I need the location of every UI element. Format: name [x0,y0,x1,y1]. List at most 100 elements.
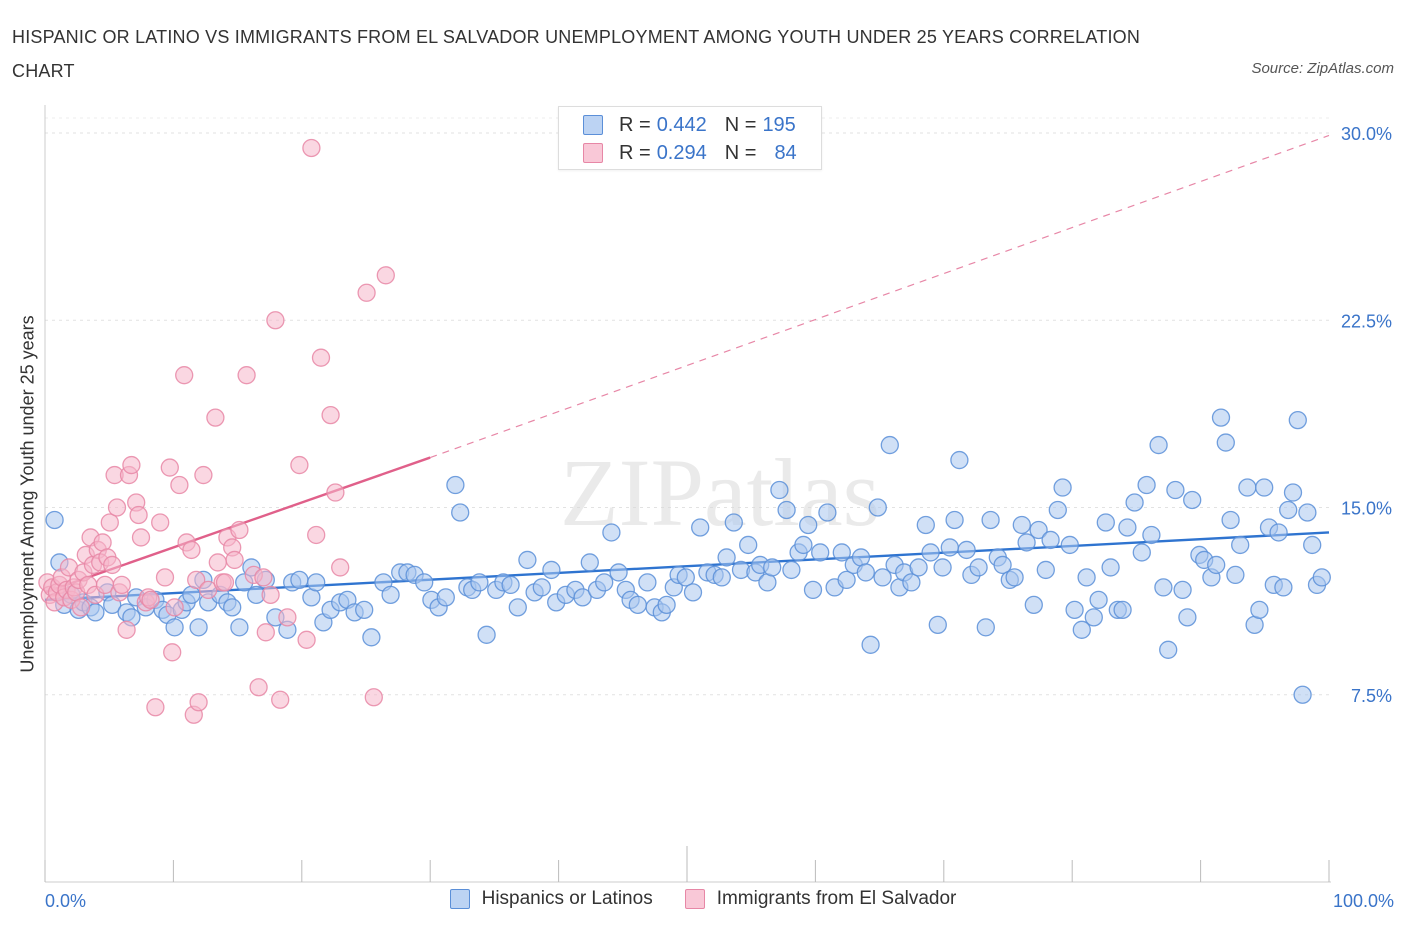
point-hispanic [861,635,880,654]
point-hispanic [763,558,782,577]
point-salvador [182,540,201,560]
point-hispanic [1288,410,1307,430]
point-hispanic [957,540,976,560]
point-salvador [266,311,285,330]
point-hispanic [1048,500,1067,520]
y-tick-label: 7.5% [1351,686,1392,706]
point-hispanic [602,523,621,542]
point-hispanic [691,518,710,537]
point-hispanic [230,618,249,637]
point-hispanic [470,573,489,592]
legend-box: R = 0.442 N = 195 R = 0.294 N = 84 [558,106,822,170]
point-salvador [100,513,119,532]
legend-label-hispanic: Hispanics or Latinos [481,888,653,909]
point-salvador [187,570,206,590]
point-salvador [206,408,225,427]
point-hispanic [794,535,813,555]
point-hispanic [739,535,758,555]
point-hispanic [1312,568,1331,587]
point-hispanic [880,435,899,455]
point-hispanic [477,625,496,644]
point-hispanic [1060,535,1079,555]
point-salvador [278,608,297,627]
point-hispanic [1226,565,1245,585]
point-hispanic [832,543,851,562]
legend-r-value: 0.294 [656,141,707,164]
point-salvador [131,528,151,547]
point-hispanic [1173,580,1192,600]
point-hispanic [508,598,527,617]
point-hispanic [981,510,1000,530]
point-hispanic [415,573,434,592]
point-salvador [189,693,208,712]
legend-swatch-blue [449,889,470,909]
point-hispanic [683,583,703,602]
point-salvador [170,475,189,495]
point-hispanic [945,510,964,530]
point-salvador [71,598,91,617]
y-tick-label: 30.0% [1341,124,1392,144]
x-tick-min: 0.0% [45,891,87,911]
point-hispanic [609,563,628,582]
y-tick-labels: 7.5% 15.0% 22.5% 30.0% [1341,124,1392,706]
point-hispanic [1293,685,1312,704]
point-hispanic [1065,600,1084,620]
point-hispanic [1029,520,1048,540]
point-hispanic [1072,620,1091,639]
point-salvador [302,138,321,158]
point-salvador [230,520,249,540]
point-hispanic [902,573,921,592]
point-hispanic [1183,490,1202,510]
legend-row-hispanic: R = 0.442 N = 195 [583,111,796,139]
point-hispanic [770,480,789,500]
point-salvador [112,575,131,595]
point-salvador [129,505,148,525]
point-hispanic [811,543,830,562]
point-salvador [122,455,141,475]
point-hispanic [1149,435,1168,455]
point-hispanic [362,628,381,647]
point-hispanic [676,568,695,587]
point-hispanic [657,595,676,615]
point-hispanic [1142,525,1161,545]
point-salvador [256,623,275,642]
point-hispanic [518,550,537,570]
point-hispanic [1132,543,1151,562]
point-hispanic [1077,568,1096,587]
point-hispanic [1279,500,1298,520]
chart-title: HISPANIC OR LATINO VS IMMIGRANTS FROM EL… [12,27,1141,81]
legend-n-label: N = [724,113,757,136]
point-hispanic [1036,560,1055,580]
point-salvador [331,558,350,577]
trend-extension-salvador [429,134,1330,459]
point-hispanic [580,553,599,572]
point-hispanic [1250,600,1269,620]
point-hispanic [921,543,940,562]
point-hispanic [436,588,455,607]
point-salvador [141,590,160,610]
point-hispanic [573,588,592,607]
point-hispanic [940,538,959,557]
point-salvador [151,513,170,532]
point-hispanic [1207,555,1226,575]
point-salvador [175,366,194,385]
point-hispanic [1084,608,1103,627]
point-hispanic [969,558,988,577]
point-salvador [249,678,268,697]
point-salvador [357,283,376,302]
point-hispanic [1274,578,1293,597]
point-salvador [290,455,309,475]
point-hispanic [638,573,657,592]
point-hispanic [818,503,837,522]
point-hispanic [1101,558,1120,577]
point-hispanic [446,475,465,495]
point-salvador [107,498,127,517]
point-hispanic [189,618,208,637]
point-hispanic [1041,530,1060,550]
point-hispanic [1283,483,1303,502]
point-hispanic [45,510,64,530]
legend-swatch-blue [583,115,603,135]
point-hispanic [837,570,856,590]
point-hispanic [712,568,731,587]
